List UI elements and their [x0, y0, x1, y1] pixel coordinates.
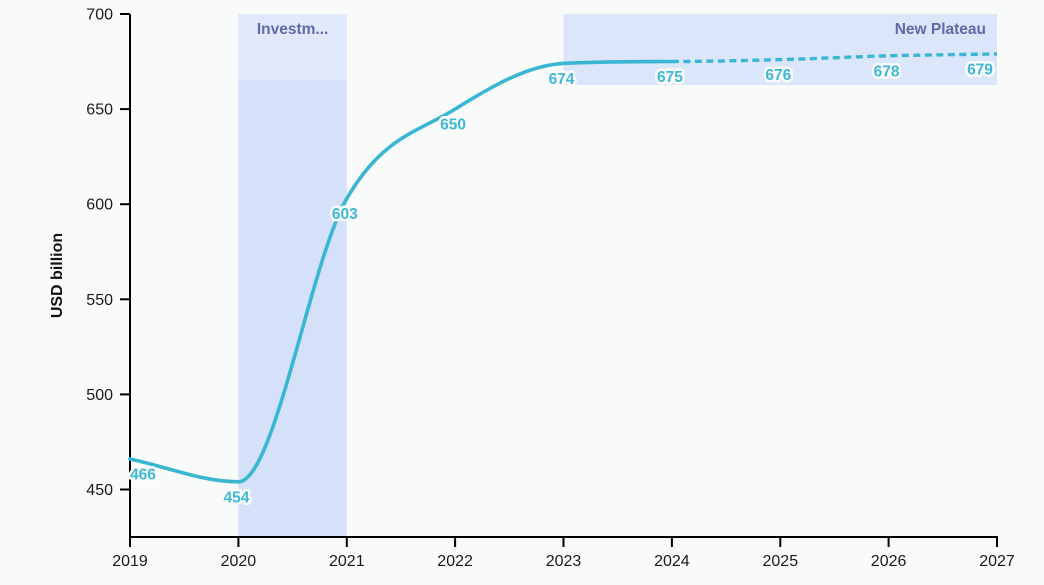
y-tick-label: 700: [86, 7, 113, 24]
y-tick-label: 450: [86, 482, 113, 499]
data-label: 679: [967, 61, 993, 78]
y-tick-label: 650: [86, 102, 113, 119]
y-tick-label: 600: [86, 197, 113, 214]
y-axis-title: USD billion: [49, 233, 66, 318]
y-tick-label: 500: [86, 387, 113, 404]
data-label: 675: [657, 69, 683, 86]
investment-band-label-strip: [238, 14, 347, 80]
y-tick-label: 550: [86, 292, 113, 309]
new-plateau-region-label: New Plateau: [895, 21, 986, 38]
series-line-dashed: [671, 52, 998, 64]
data-label: 674: [549, 71, 575, 88]
series-line-solid: [128, 59, 674, 484]
data-label: 650: [440, 117, 466, 134]
x-tick-label: 2019: [112, 553, 148, 570]
data-label: 678: [874, 63, 900, 80]
x-tick-label: 2024: [654, 553, 690, 570]
x-tick-label: 2023: [546, 553, 582, 570]
x-tick-label: 2022: [437, 553, 473, 570]
x-tick-label: 2027: [979, 553, 1015, 570]
x-tick-label: 2026: [871, 553, 907, 570]
data-label: 676: [765, 67, 791, 84]
x-tick-label: 2025: [763, 553, 799, 570]
data-label: 466: [130, 467, 156, 484]
investment-band: [238, 14, 347, 537]
investment-region-label: Investm...: [257, 21, 329, 38]
x-tick-label: 2020: [221, 553, 257, 570]
new-plateau-band: [563, 14, 997, 85]
data-label: 454: [223, 489, 249, 506]
data-label: 603: [332, 206, 358, 223]
x-tick-label: 2021: [329, 553, 365, 570]
